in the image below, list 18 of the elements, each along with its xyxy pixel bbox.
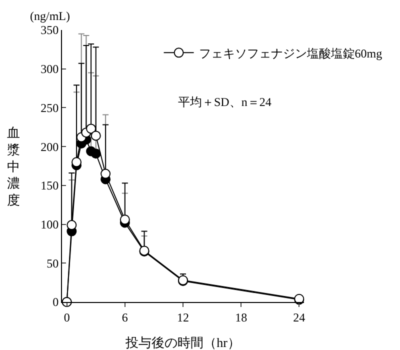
x-tick-label: 0: [64, 310, 70, 324]
y-tick-label: 150: [40, 178, 59, 193]
y-tick-label: 200: [40, 140, 59, 154]
x-axis-title: 投与後の時間（hr）: [124, 335, 240, 350]
y-tick-label: 300: [40, 62, 59, 76]
y-tick-label: 100: [40, 217, 59, 232]
x-tick-label: 18: [235, 310, 248, 324]
y-tick-label: 250: [40, 100, 59, 115]
x-tick-label: 24: [293, 310, 306, 324]
legend-label: フェキソフェナジン塩酸塩錠60mg: [198, 46, 382, 60]
y-tick-label: 50: [46, 256, 59, 270]
text: (ng/mL): [30, 9, 70, 23]
y-axis-title: 血漿中濃度: [7, 125, 20, 208]
y-tick-label: 350: [40, 23, 59, 38]
x-tick-label: 12: [177, 310, 189, 324]
annotation: 平均＋SD、n＝24: [178, 95, 272, 109]
x-tick-label: 6: [122, 310, 128, 324]
y-tick-label: 0: [52, 295, 59, 310]
